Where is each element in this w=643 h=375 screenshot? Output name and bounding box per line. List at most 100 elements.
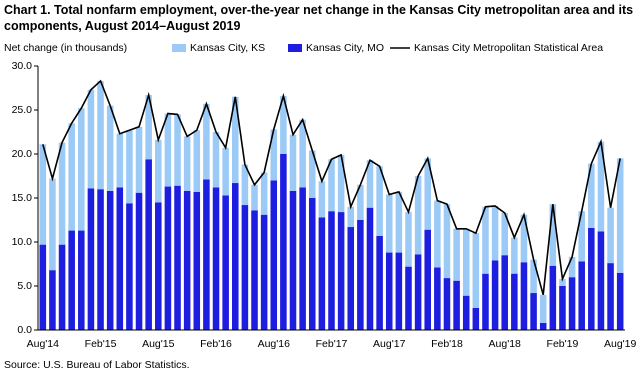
bar	[241, 205, 249, 330]
bar	[183, 136, 191, 191]
bar	[308, 150, 316, 198]
bar	[174, 185, 181, 330]
y-axis-label: Net change (in thousands)	[4, 42, 127, 54]
x-tick-label: Feb'16	[200, 338, 232, 350]
bar	[347, 227, 355, 330]
bar	[491, 205, 499, 261]
y-tick-label: 20.0	[12, 148, 33, 160]
bar	[597, 231, 605, 330]
bar	[135, 192, 143, 330]
bar	[539, 322, 547, 330]
bar	[135, 126, 143, 193]
bar	[78, 230, 85, 330]
bar	[49, 178, 56, 271]
bar	[193, 191, 201, 330]
bar	[183, 190, 191, 330]
y-tick-label: 25.0	[12, 104, 33, 116]
bar	[231, 183, 239, 330]
bar	[568, 277, 576, 330]
bar	[39, 144, 47, 245]
bar	[68, 123, 75, 231]
bar	[424, 158, 432, 230]
bar	[145, 95, 152, 160]
bar	[280, 95, 287, 154]
source: Source: U.S. Bureau of Labor Statistics.	[4, 359, 190, 371]
bar	[434, 200, 441, 268]
bar	[616, 272, 624, 330]
x-tick-label: Aug'19	[604, 338, 637, 350]
bar	[395, 191, 403, 253]
bar	[270, 129, 278, 181]
bar	[145, 159, 152, 330]
bar	[39, 244, 47, 330]
bar	[549, 204, 557, 266]
bar	[106, 190, 114, 330]
bar	[549, 265, 557, 330]
y-tick-label: 5.0	[17, 280, 32, 292]
bar	[501, 255, 508, 330]
bar	[434, 267, 441, 330]
bar	[106, 105, 114, 191]
bar	[520, 214, 528, 263]
bar	[126, 203, 133, 330]
bar	[443, 204, 451, 279]
bar	[126, 130, 133, 204]
bar	[607, 207, 614, 264]
bar	[231, 96, 239, 184]
bar	[289, 134, 297, 191]
bar	[116, 133, 124, 188]
bar	[385, 252, 393, 330]
bar	[539, 294, 547, 323]
bar	[212, 132, 220, 188]
bar	[193, 130, 201, 192]
bar	[289, 190, 297, 330]
bar	[385, 194, 393, 253]
bar	[270, 180, 278, 330]
x-tick-label: Feb'18	[431, 338, 463, 350]
y-tick-label: 10.0	[12, 236, 33, 248]
bar	[318, 181, 326, 218]
bar	[251, 210, 258, 330]
bar	[511, 237, 518, 274]
x-tick-label: Aug'18	[489, 338, 522, 350]
line	[42, 79, 621, 296]
x-tick-label: Aug'15	[142, 338, 175, 350]
bar	[58, 244, 66, 330]
bar	[337, 212, 345, 330]
bar	[376, 235, 383, 330]
bar	[366, 207, 374, 330]
bar	[597, 141, 605, 232]
bar	[414, 176, 422, 255]
bar	[366, 160, 374, 208]
bar	[472, 308, 480, 330]
bar	[241, 164, 249, 206]
legend-swatch	[288, 44, 302, 52]
bar	[174, 114, 181, 186]
legend-label: Kansas City, KS	[190, 42, 265, 54]
bar	[443, 278, 451, 330]
x-tick-label: Feb'15	[85, 338, 117, 350]
bar	[328, 159, 335, 212]
bar	[482, 273, 489, 330]
x-tick-label: Aug'17	[373, 338, 406, 350]
bar	[424, 229, 432, 330]
bar	[78, 108, 85, 231]
bar	[155, 202, 162, 330]
bar	[222, 147, 229, 196]
bar	[280, 154, 287, 330]
bar	[453, 228, 460, 281]
bar	[559, 278, 566, 286]
bar	[97, 80, 104, 190]
bar	[376, 166, 383, 236]
bar	[299, 187, 306, 330]
bar	[164, 113, 172, 187]
bar	[472, 233, 480, 308]
bar	[299, 119, 306, 188]
bar	[588, 227, 595, 330]
bar	[68, 230, 75, 330]
x-tick-label: Feb'19	[547, 338, 579, 350]
bar	[491, 260, 499, 330]
bar	[260, 172, 268, 215]
